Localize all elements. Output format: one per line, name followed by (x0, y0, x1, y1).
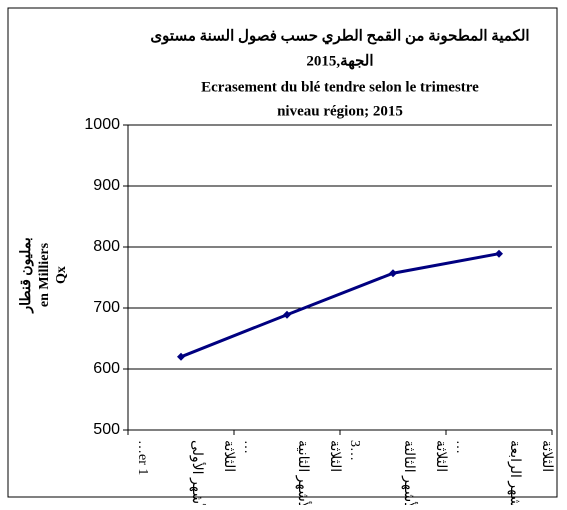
y-tick-label: 800 (93, 238, 120, 255)
y-axis-label: بمليون قنطار (19, 237, 34, 313)
y-tick-label: 1000 (84, 116, 120, 133)
y-axis-label: en Milliers (37, 242, 52, 307)
y-tick-label: 900 (93, 177, 120, 194)
chart-title: الكمية المطحونة من القمح الطري حسب فصول … (150, 28, 529, 45)
x-tick-label: الأشهر الرابعة (507, 440, 525, 505)
point-marker (495, 249, 503, 258)
point-marker (283, 310, 291, 319)
y-tick-label: 500 (93, 421, 120, 438)
x-tick-label: … (453, 440, 468, 454)
chart-title: Ecrasement du blé tendre selon le trimes… (201, 79, 479, 95)
line-series (180, 252, 500, 359)
y-tick-label: 700 (93, 299, 120, 316)
chart-title: niveau région; 2015 (277, 103, 403, 119)
y-tick-label: 600 (93, 360, 120, 377)
y-axis-label: Qx (54, 266, 69, 284)
chart-border (7, 7, 558, 498)
chart-title: الجهة,2015 (306, 53, 373, 69)
x-tick-label: … (241, 440, 256, 454)
x-tick-label: الأشهر الثالثة (401, 440, 419, 505)
x-tick-label: الثلاثة (221, 440, 236, 472)
x-tick-label: الثلاثة (327, 440, 342, 472)
x-tick-label: الأشهر الثانية (295, 440, 313, 505)
point-marker (389, 269, 397, 278)
x-tick-label: الثلاثة (539, 440, 554, 472)
x-tick-label: الثلاثة (433, 440, 448, 472)
point-marker (177, 352, 185, 361)
x-tick-label: الأشهر الأولى (189, 440, 207, 505)
x-tick-label: …er 1 (135, 440, 150, 475)
x-tick-label: 3… (347, 440, 362, 461)
